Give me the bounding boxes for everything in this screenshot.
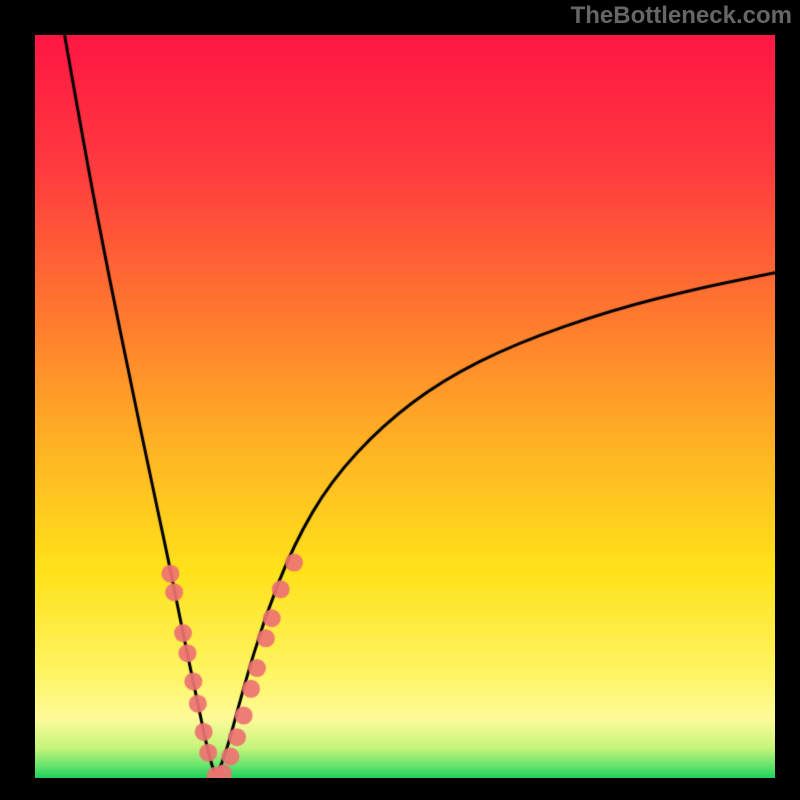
- attribution-label: TheBottleneck.com: [571, 2, 792, 30]
- screenshot-root: TheBottleneck.com: [0, 0, 800, 800]
- scatter-markers: [35, 35, 775, 778]
- plot-area: [35, 35, 775, 778]
